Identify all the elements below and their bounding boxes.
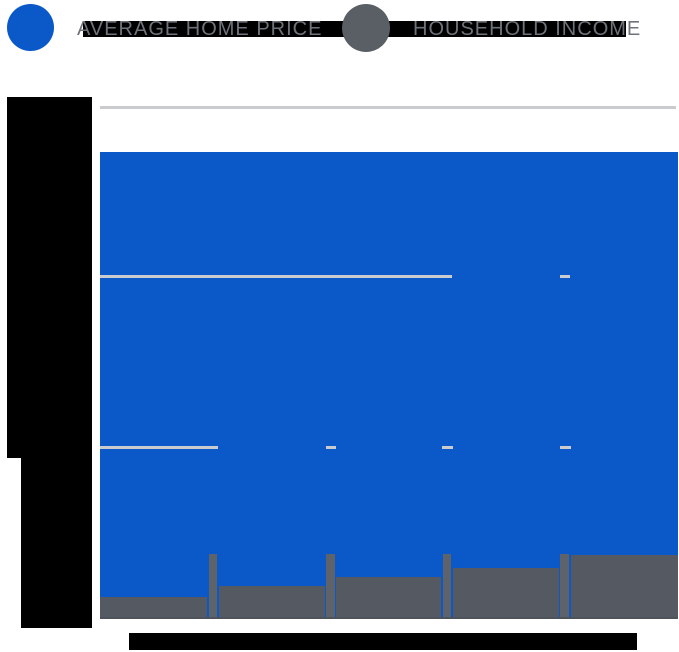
income-bar-4[interactable] <box>452 568 559 619</box>
gap-strip-2 <box>326 554 335 619</box>
gridline-low-segment-a <box>100 446 218 449</box>
legend-label-household-income[interactable]: HOUSEHOLD INCOME <box>413 18 642 40</box>
income-bar-1[interactable] <box>100 597 207 619</box>
income-bar-5[interactable] <box>570 554 678 619</box>
price-bars-blue-mass[interactable] <box>100 152 678 619</box>
gridline-low-segment-d <box>559 446 571 449</box>
baseline-shade <box>100 617 678 619</box>
gap-strip-3 <box>442 554 451 619</box>
gridline-top <box>100 106 676 109</box>
income-bar-2[interactable] <box>218 586 325 619</box>
gridline-mid-segment-a <box>100 275 452 278</box>
gridline-mid-segment-b <box>559 275 570 278</box>
legend-dot-home-price-icon[interactable] <box>7 4 54 51</box>
legend-label-home-price[interactable]: AVERAGE HOME PRICE <box>77 18 323 40</box>
gridline-low-segment-c <box>441 446 453 449</box>
legend-dot-household-income-icon[interactable] <box>342 4 390 52</box>
gridline-low-segment-b <box>325 446 336 449</box>
income-bar-3[interactable] <box>336 577 441 619</box>
redaction-x-axis-labels <box>129 633 637 650</box>
redaction-y-axis-labels-upper <box>7 97 92 458</box>
gap-strip-4 <box>560 554 569 619</box>
gap-strip-1 <box>208 554 217 619</box>
redaction-y-axis-labels-lower <box>21 458 92 628</box>
